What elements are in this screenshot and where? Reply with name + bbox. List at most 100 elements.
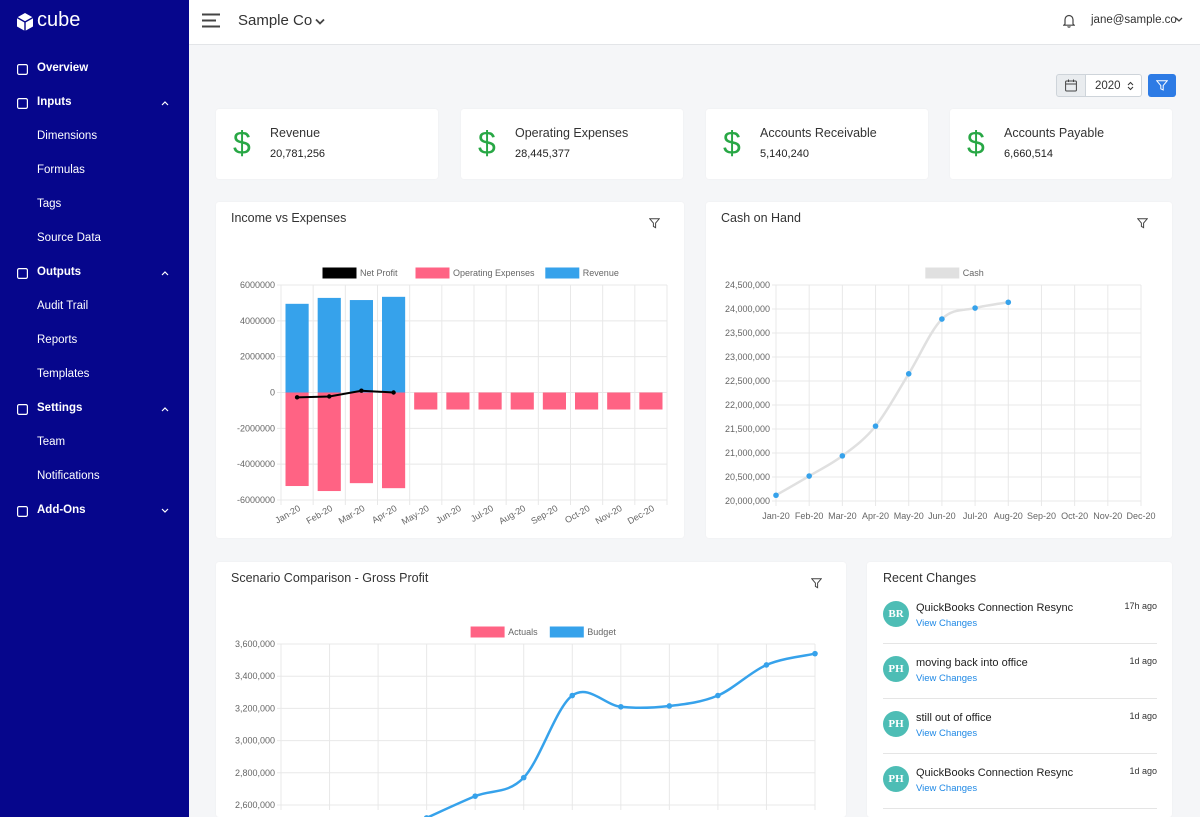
chart: -6000000 -4000000 -2000000 0 2000000 4000000 6… [237, 267, 668, 527]
chart-filter-icon[interactable] [811, 578, 822, 589]
series-line [297, 389, 394, 399]
kpi-icon: $ [723, 125, 741, 161]
change-time: 1d ago [1129, 711, 1157, 721]
recent-changes-card: Recent Changes BR QuickBooks Connection Re… [867, 562, 1172, 817]
data-point [1005, 299, 1012, 306]
nav-subitem[interactable]: Notifications [37, 470, 100, 482]
separator [883, 643, 1157, 644]
filter-button[interactable] [1148, 74, 1176, 97]
view-changes-link[interactable]: View Changes [916, 728, 978, 739]
chart: 2,600,000 2,800,000 3,000,000 3,200,000 3,40… [235, 626, 818, 817]
nav-chevron [161, 407, 169, 412]
data-point [359, 388, 364, 393]
y-tick-label: 20,000,000 [725, 496, 770, 506]
legend-label: Operating Expenses [453, 268, 535, 278]
data-point [391, 390, 396, 395]
nav-chevron [161, 271, 169, 276]
x-tick-label: Mar-20 [337, 503, 367, 526]
kpi-icon: $ [478, 125, 496, 161]
nav-subitem[interactable]: Reports [37, 334, 78, 346]
company-name[interactable]: Sample Co [238, 12, 313, 29]
data-point [618, 703, 624, 710]
chart-card: Cash on Hand 20,000,000 20,500,000 21,000,0… [706, 202, 1172, 538]
legend-swatch [925, 267, 960, 279]
x-tick-label: Nov-20 [1093, 511, 1122, 521]
legend-label: Cash [963, 268, 984, 278]
change-title: QuickBooks Connection Resync [916, 602, 1074, 614]
brand-name: cube [37, 9, 81, 31]
bell-icon[interactable] [1063, 13, 1075, 28]
nav-item[interactable]: Overview [37, 62, 89, 74]
nav-item[interactable]: Outputs [37, 266, 82, 278]
nav-item[interactable]: Inputs [37, 96, 72, 108]
nav-subitem[interactable]: Formulas [37, 164, 85, 176]
x-tick-label: Mar-20 [828, 511, 857, 521]
nav-subitem[interactable]: Templates [37, 368, 90, 380]
data-point [294, 395, 300, 400]
data-point [520, 774, 527, 781]
bar [575, 392, 599, 410]
y-tick-label: 21,000,000 [725, 448, 770, 458]
x-tick-label: Jul-20 [963, 511, 988, 521]
data-point [905, 371, 912, 377]
kpi-label: Accounts Receivable [760, 126, 877, 140]
nav-icon [17, 268, 28, 279]
chart-filter-icon[interactable] [649, 218, 660, 229]
y-tick-label: 6000000 [240, 280, 275, 290]
change-title: moving back into office [916, 657, 1028, 669]
nav-icon [17, 404, 28, 415]
separator [883, 753, 1157, 754]
bar [317, 297, 341, 393]
bar [317, 392, 341, 492]
y-tick-label: 21,500,000 [725, 424, 770, 434]
view-changes-link[interactable]: View Changes [916, 673, 978, 684]
nav-icon-shape [17, 268, 28, 279]
bar [382, 392, 406, 489]
nav-icon [17, 64, 28, 75]
x-tick-label: Sep-20 [529, 503, 559, 526]
nav-subitem[interactable]: Team [37, 436, 66, 448]
nav-subitem[interactable]: Tags [37, 198, 62, 210]
change-time: 1d ago [1129, 766, 1157, 776]
nav-icon [17, 506, 28, 517]
y-tick-label: -6000000 [237, 495, 275, 505]
data-point [666, 703, 673, 709]
change-title: QuickBooks Connection Resync [916, 767, 1074, 779]
x-tick-label: Dec-20 [626, 503, 656, 526]
menu-icon[interactable] [202, 13, 221, 28]
nav-subitem[interactable]: Source Data [37, 232, 101, 244]
chart: 20,000,000 20,500,000 21,000,000 21,500,000… [725, 267, 1156, 521]
y-tick-label: 3,000,000 [235, 736, 275, 746]
nav-chevron [161, 508, 169, 513]
x-tick-label: Dec-20 [1126, 511, 1155, 521]
nav-chevron [161, 101, 169, 106]
legend-swatch [545, 267, 580, 279]
nav-item[interactable]: Add-Ons [37, 504, 86, 516]
view-changes-link[interactable]: View Changes [916, 618, 978, 629]
avatar: PH [883, 766, 909, 792]
y-tick-label: 20,500,000 [725, 472, 770, 482]
series-line [775, 301, 1009, 497]
nav-subitem[interactable]: Dimensions [37, 130, 98, 142]
legend-swatch [470, 626, 505, 638]
nav-item[interactable]: Settings [37, 402, 83, 414]
bar [285, 303, 309, 393]
panel-title: Recent Changes [883, 571, 977, 585]
nav-subitem[interactable]: Audit Trail [37, 300, 89, 312]
year-select[interactable]: 2020 [1086, 74, 1142, 97]
x-tick-label: Jan-20 [273, 503, 302, 525]
view-changes-link[interactable]: View Changes [916, 783, 978, 794]
bar [349, 392, 373, 484]
y-tick-label: 2,600,000 [235, 800, 275, 810]
legend-label: Net Profit [360, 268, 398, 278]
filter-shape [1137, 218, 1148, 229]
data-point [763, 662, 770, 668]
chart-filter-icon[interactable] [1137, 218, 1148, 229]
user-email[interactable]: jane@sample.co [1091, 14, 1177, 26]
select-arrows [1127, 81, 1134, 91]
y-tick-label: 3,600,000 [235, 639, 275, 649]
y-tick-label: 2,800,000 [235, 768, 275, 778]
nav-icon-shape [17, 404, 28, 415]
nav-icon-shape [17, 64, 28, 75]
